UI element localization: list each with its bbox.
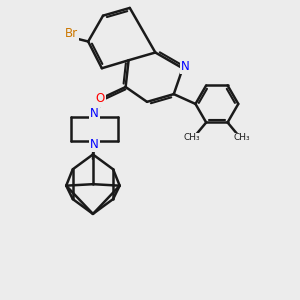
- Text: CH₃: CH₃: [233, 134, 250, 142]
- Text: N: N: [90, 106, 99, 120]
- Text: CH₃: CH₃: [184, 134, 200, 142]
- Text: N: N: [181, 60, 190, 73]
- Text: Br: Br: [65, 27, 78, 40]
- Text: N: N: [90, 138, 99, 151]
- Text: O: O: [95, 92, 104, 105]
